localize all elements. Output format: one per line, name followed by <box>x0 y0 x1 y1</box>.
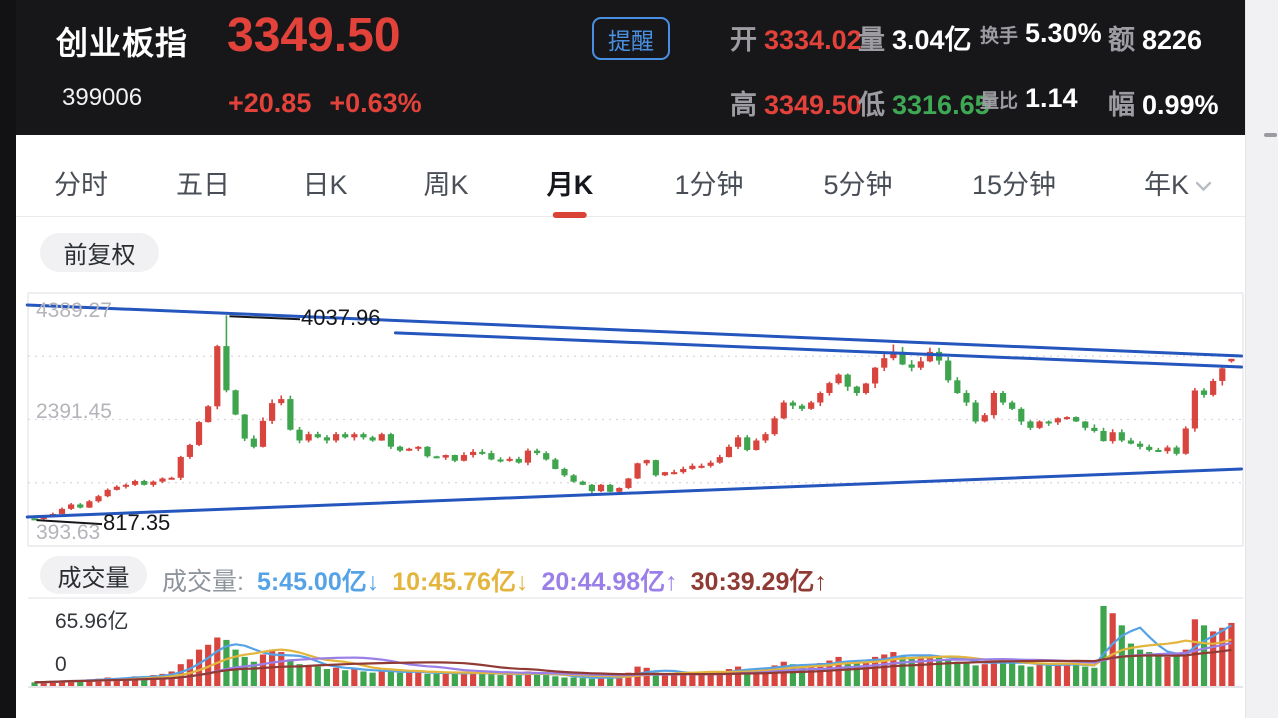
current-price: 3349.50 <box>227 9 401 62</box>
volume-ma-30: 30:39.29亿↑ <box>690 568 827 596</box>
stat-label: 量比 <box>980 91 1019 112</box>
stat-item: 开 3334.02 <box>730 18 862 57</box>
trough-price-annotation: 817.35 <box>103 510 171 535</box>
period-tabs: 分时 五日 日K 周K 月K 1分钟 5分钟 15分钟 年K <box>16 135 1245 218</box>
volume-ma-20: 20:44.98亿↑ <box>541 568 678 596</box>
stat-label: 开 <box>730 25 757 55</box>
price-axis-mid: 2391.45 <box>36 400 112 423</box>
stat-value: 5.30% <box>1025 18 1102 48</box>
tab-daily-k[interactable]: 日K <box>302 170 348 200</box>
tab-yearly-k[interactable]: 年K <box>1144 163 1212 202</box>
volume-axis-max: 65.96亿 <box>55 610 129 633</box>
volume-chart[interactable] <box>18 596 1245 718</box>
stat-item: 换手 5.30% <box>980 18 1108 57</box>
stat-label: 额 <box>1108 25 1135 55</box>
stat-item: 高 3349.50 <box>730 83 862 122</box>
stat-value: 3.04亿 <box>892 25 972 55</box>
tab-weekly-k[interactable]: 周K <box>423 170 469 200</box>
volume-indicator-button[interactable]: 成交量 <box>40 556 147 594</box>
chevron-down-icon <box>1195 168 1212 199</box>
stat-item: 低 3316.65 <box>858 83 990 122</box>
stat-value: 3349.50 <box>764 90 862 120</box>
change-percent: +0.63% <box>329 88 422 118</box>
stock-name: 创业板指 <box>56 25 189 61</box>
stat-value: 0.99% <box>1142 90 1219 120</box>
alert-button[interactable]: 提醒 <box>592 17 670 60</box>
price-chart[interactable] <box>18 278 1245 550</box>
price-axis-min: 393.63 <box>36 521 101 544</box>
stat-label: 高 <box>730 90 757 120</box>
tab-yearly-k-label: 年K <box>1143 170 1190 200</box>
stats-row-2: 高 3349.50 低 3316.65 量比 1.14 幅 0.99% <box>730 83 1245 122</box>
stats-row-1: 开 3334.02 量 3.04亿 换手 5.30% 额 8226 <box>730 18 1245 57</box>
volume-axis-zero: 0 <box>55 653 67 676</box>
stat-label: 量 <box>858 25 885 55</box>
right-gutter <box>1245 0 1278 718</box>
tab-minute-chart[interactable]: 分时 <box>54 170 108 200</box>
stat-label: 低 <box>858 90 885 120</box>
tab-five-day[interactable]: 五日 <box>176 170 230 200</box>
stat-label: 幅 <box>1108 90 1135 120</box>
active-tab-underline <box>553 212 587 218</box>
adjust-mode-button[interactable]: 前复权 <box>40 233 159 272</box>
volume-legend: 成交量: 5:45.00亿↓ 10:45.76亿↓ 20:44.98亿↑ 30:39.… <box>162 562 827 598</box>
left-edge-strip <box>0 0 16 718</box>
scrollbar-thumb[interactable] <box>1264 133 1277 137</box>
tab-monthly-k-label: 月K <box>546 170 594 200</box>
tab-monthly-k[interactable]: 月K <box>546 163 594 218</box>
stat-item: 量 3.04亿 <box>858 18 980 57</box>
tab-5-minute[interactable]: 5分钟 <box>823 170 893 200</box>
stat-value: 8226 <box>1142 25 1203 55</box>
price-axis-max: 4389.27 <box>36 299 112 322</box>
peak-price-annotation: 4037.96 <box>301 305 381 330</box>
stat-item: 量比 1.14 <box>980 83 1108 122</box>
tab-1-minute[interactable]: 1分钟 <box>674 170 744 200</box>
volume-ma-5: 5:45.00亿↓ <box>256 568 380 596</box>
volume-ma-10: 10:45.76亿↓ <box>392 568 529 596</box>
stat-item: 额 8226 <box>1108 18 1202 57</box>
stat-item: 幅 0.99% <box>1108 83 1219 122</box>
price-change: +20.85 +0.63% <box>228 88 440 119</box>
stat-value: 3334.02 <box>764 25 862 55</box>
stat-value: 1.14 <box>1025 83 1078 113</box>
stat-value: 3316.65 <box>892 90 990 120</box>
tab-15-minute[interactable]: 15分钟 <box>971 170 1057 200</box>
stock-code: 399006 <box>62 84 143 111</box>
stat-label: 换手 <box>980 26 1019 47</box>
change-value: +20.85 <box>228 88 312 118</box>
volume-legend-label: 成交量: <box>162 568 244 596</box>
quote-header: 创业板指 399006 3349.50 +20.85 +0.63% 提醒 开 333… <box>0 0 1245 135</box>
